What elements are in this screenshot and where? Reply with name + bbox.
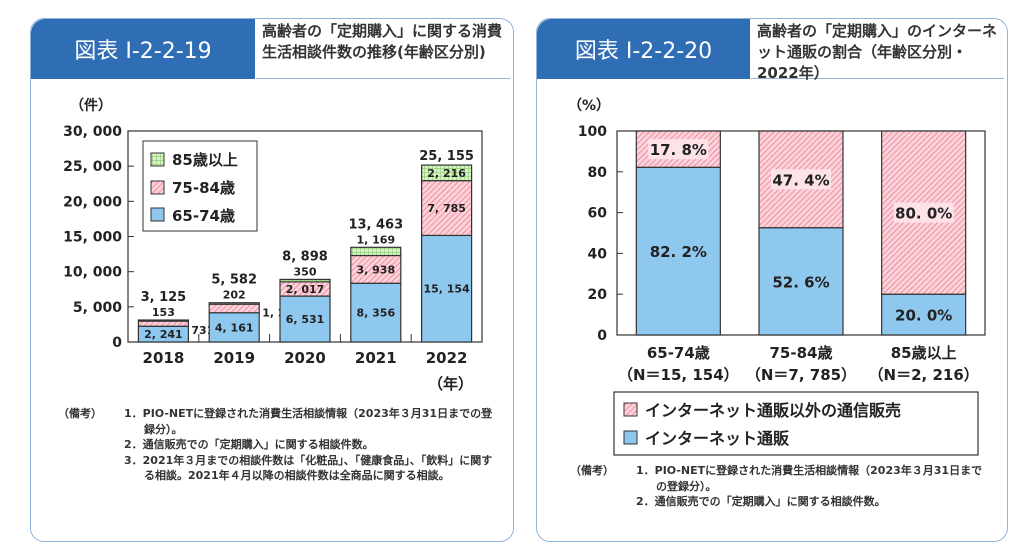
bar-segment xyxy=(208,302,260,305)
note-item: 2．通信販売での「定期購入」に関する相談件数。 xyxy=(636,495,886,508)
y-tick-label: 0 xyxy=(597,328,607,344)
data-label: 8, 356 xyxy=(356,307,395,320)
data-label: 1, 169 xyxy=(356,233,395,246)
total-label: 13, 463 xyxy=(348,217,403,232)
data-label: 80. 0% xyxy=(895,205,952,223)
data-label: 52. 6% xyxy=(772,273,829,291)
x-tick-sample-size: （N＝2, 216） xyxy=(869,366,979,384)
x-tick-label: 65-74歳 xyxy=(647,344,710,362)
x-tick-label: 75-84歳 xyxy=(770,344,833,362)
y-tick-label: 20, 000 xyxy=(63,194,122,210)
legend-label-85plus: 85歳以上 xyxy=(172,151,238,169)
y-tick-label: 25, 000 xyxy=(63,159,122,175)
y-tick-label: 0 xyxy=(112,335,122,351)
notes-label: （備考） xyxy=(570,464,614,477)
y-tick-label: 20 xyxy=(588,287,608,303)
bar-segment xyxy=(137,320,189,327)
y-tick-label: 40 xyxy=(588,246,608,262)
total-label: 3, 125 xyxy=(141,290,187,305)
data-label: 6, 531 xyxy=(286,313,325,326)
bar-segment xyxy=(350,282,402,343)
y-axis-label: （件） xyxy=(70,97,112,114)
right-figure-title: 高齢者の「定期購入」のインターネット通販の割合（年齢区分別・2022年） xyxy=(751,19,1004,82)
data-label: 15, 154 xyxy=(423,283,470,296)
legend-label-internet: インターネット通販 xyxy=(645,429,790,448)
data-label-background xyxy=(771,169,831,190)
x-axis-label: （年） xyxy=(428,375,473,393)
data-label: 4, 161 xyxy=(215,321,254,334)
y-tick-label: 10, 000 xyxy=(63,265,122,281)
data-label: 20. 0% xyxy=(895,307,952,325)
total-label: 8, 898 xyxy=(282,249,328,264)
data-label: 82. 2% xyxy=(650,243,707,261)
bar-segment xyxy=(421,180,473,237)
legend-label-75-84: 75-84歳 xyxy=(172,179,235,197)
bar-segment xyxy=(137,319,189,322)
left-figure-title: 高齢者の「定期購入」に関する消費生活相談件数の推移(年齢区分別) xyxy=(256,19,510,79)
note-item: 2．通信販売での「定期購入」に関する相談件数。 xyxy=(124,438,374,451)
legend-swatch-75-84 xyxy=(150,180,165,195)
bar-segment xyxy=(279,278,331,283)
bar-segment xyxy=(208,312,260,343)
data-label: 7, 785 xyxy=(427,202,466,215)
y-tick-label: 30, 000 xyxy=(63,124,122,140)
y-tick-label: 80 xyxy=(588,165,608,181)
data-label: 2, 216 xyxy=(427,167,466,180)
legend-label-65-74: 65-74歳 xyxy=(172,207,235,225)
chart-internet-share: （%） インターネット通販以外の通信販売 インターネット通販 0 20 40 60 80… xyxy=(568,98,986,456)
x-tick-label: 2022 xyxy=(426,349,468,367)
y-axis-label: （%） xyxy=(568,98,610,114)
x-tick-sample-size: （N＝7, 785） xyxy=(746,366,856,384)
legend-swatch-internet xyxy=(623,430,638,445)
legend-swatch-other-mail-order xyxy=(623,402,638,417)
legend-swatch-65-74 xyxy=(150,207,165,222)
data-label: 47. 4% xyxy=(772,171,829,189)
data-label: 2, 241 xyxy=(144,328,183,341)
y-tick-label: 60 xyxy=(588,206,608,222)
x-tick-label: 2019 xyxy=(213,349,255,367)
bar-segment xyxy=(208,303,260,314)
left-figure-number: 図表 I-2-2-19 xyxy=(31,19,255,79)
x-tick-label: 2018 xyxy=(143,349,185,367)
data-label: 153 xyxy=(152,306,175,319)
note-item: 1．PIO-NETに登録された消費生活相談情報（2023年３月31日までの登録分… xyxy=(636,464,983,493)
note-item: 1．PIO-NETに登録された消費生活相談情報（2023年３月31日までの登録分… xyxy=(124,407,493,436)
data-label: 3, 938 xyxy=(356,263,395,276)
data-label: 17. 8% xyxy=(650,141,707,159)
legend: インターネット通販以外の通信販売 インターネット通販 xyxy=(613,391,979,456)
data-label-background xyxy=(648,139,709,160)
bar-segment xyxy=(881,293,967,336)
x-tick-label: 2020 xyxy=(284,349,326,367)
bar-segment xyxy=(758,227,844,336)
bar-segment xyxy=(350,246,402,257)
right-figure-number: 図表 I-2-2-20 xyxy=(537,19,750,79)
legend-swatch-85plus xyxy=(150,152,165,167)
total-label: 25, 155 xyxy=(419,149,474,164)
y-tick-label: 100 xyxy=(578,124,607,140)
data-label: 202 xyxy=(223,289,246,302)
legend-label-other-mail-order: インターネット通販以外の通信販売 xyxy=(645,401,901,420)
x-tick-label: 2021 xyxy=(355,349,397,367)
x-tick-sample-size: （N＝15, 154） xyxy=(618,366,739,384)
bar-segment xyxy=(421,164,473,182)
note-item: 3．2021年３月までの相談件数は「化粧品」、「健康食品」、「飲料」に関する相談… xyxy=(124,453,493,483)
notes-label: （備考） xyxy=(58,407,102,420)
y-tick-label: 15, 000 xyxy=(63,230,122,246)
data-label-background xyxy=(893,202,954,223)
data-label: 2, 017 xyxy=(286,283,325,296)
legend: 85歳以上 75-84歳 65-74歳 xyxy=(142,140,258,232)
data-label: 350 xyxy=(294,265,317,278)
bar-segment xyxy=(635,166,721,336)
total-label: 5, 582 xyxy=(211,273,257,288)
x-tick-label: 85歳以上 xyxy=(891,344,957,362)
y-tick-label: 5, 000 xyxy=(73,300,122,316)
chart-consultation-counts: （件） （年） 85歳以上 75-84歳 65-74歳 0 5, 000 10, 0… xyxy=(63,97,483,393)
